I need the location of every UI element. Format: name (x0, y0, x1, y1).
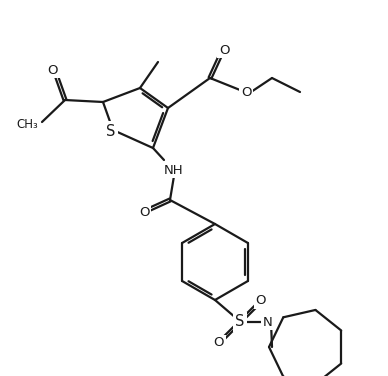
Text: NH: NH (164, 164, 184, 176)
Text: O: O (219, 44, 229, 56)
Text: O: O (139, 206, 149, 218)
Text: O: O (256, 294, 266, 308)
Text: O: O (48, 64, 58, 76)
Text: O: O (214, 337, 224, 350)
Text: S: S (106, 123, 116, 138)
Text: N: N (263, 315, 273, 329)
Text: O: O (241, 86, 251, 100)
Text: S: S (235, 314, 245, 329)
Text: CH₃: CH₃ (16, 117, 38, 130)
